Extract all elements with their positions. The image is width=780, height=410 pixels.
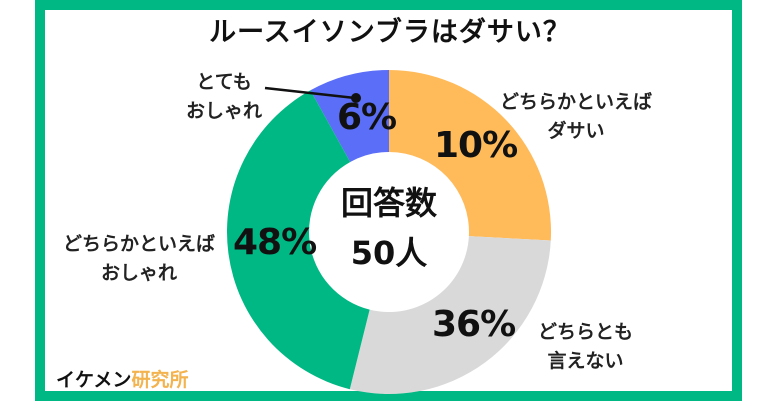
label-somewhat-stylish: どちらかといえば おしゃれ xyxy=(63,233,216,284)
label-very-stylish: とても おしゃれ xyxy=(186,71,263,122)
pct-somewhat-lame: 10% xyxy=(434,125,518,166)
slice-neutral xyxy=(349,236,551,394)
pct-neutral: 36% xyxy=(432,304,516,345)
slice-somewhat-lame xyxy=(389,70,551,241)
brand-name: イケメン xyxy=(56,369,132,391)
brand-logo: イケメン研究所 xyxy=(56,365,188,392)
pct-very-stylish: 6% xyxy=(337,97,397,138)
label-neutral: どちらとも 言えない xyxy=(538,321,634,372)
center-text: 回答数 50人 xyxy=(309,178,469,278)
slice-very-stylish xyxy=(310,70,389,163)
brand-suffix: 研究所 xyxy=(131,369,189,391)
respondents-count: 50人 xyxy=(350,234,428,272)
chart-title: ルースイソンブラはダサい？ xyxy=(209,17,571,48)
leader-line xyxy=(264,86,356,100)
leader-dot xyxy=(351,93,361,103)
pct-somewhat-stylish: 48% xyxy=(233,222,317,263)
respondents-label: 回答数 xyxy=(340,184,437,222)
slice-somewhat-stylish xyxy=(227,90,370,390)
label-somewhat-lame: どちらかといえば ダサい xyxy=(500,91,653,142)
